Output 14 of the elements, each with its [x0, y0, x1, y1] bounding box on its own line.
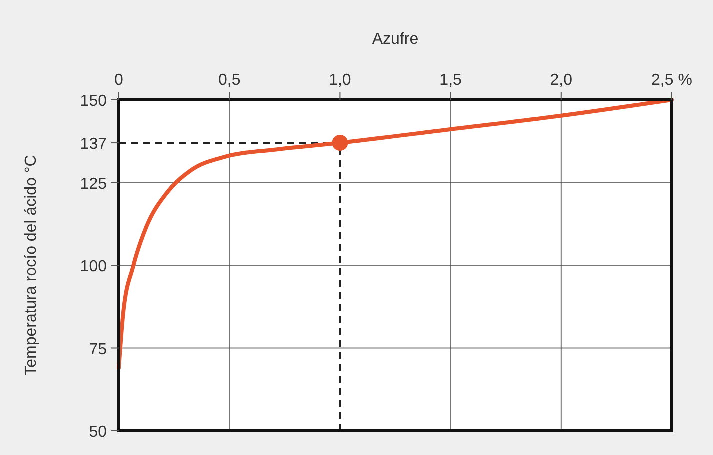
y-tick-label: 50: [89, 424, 108, 441]
y-tick-label: 150: [80, 93, 108, 110]
y-tick-label: 100: [80, 258, 108, 276]
x-tick-label: 1,5: [440, 72, 462, 89]
y-tick-label: 137: [80, 136, 108, 154]
y-axis-title: Temperatura rocío del ácido °C: [23, 155, 40, 376]
x-tick-label: 1,0: [329, 72, 352, 89]
x-axis-title: Azufre: [372, 31, 419, 48]
x-tick-label: 0,5: [218, 72, 241, 89]
x-tick-label: 2,0: [550, 72, 573, 89]
x-tick-label: 0: [114, 72, 124, 89]
y-tick-label: 125: [80, 176, 108, 193]
y-tick-label: 75: [89, 341, 108, 358]
x-tick-label: 2,5 %: [652, 72, 692, 89]
